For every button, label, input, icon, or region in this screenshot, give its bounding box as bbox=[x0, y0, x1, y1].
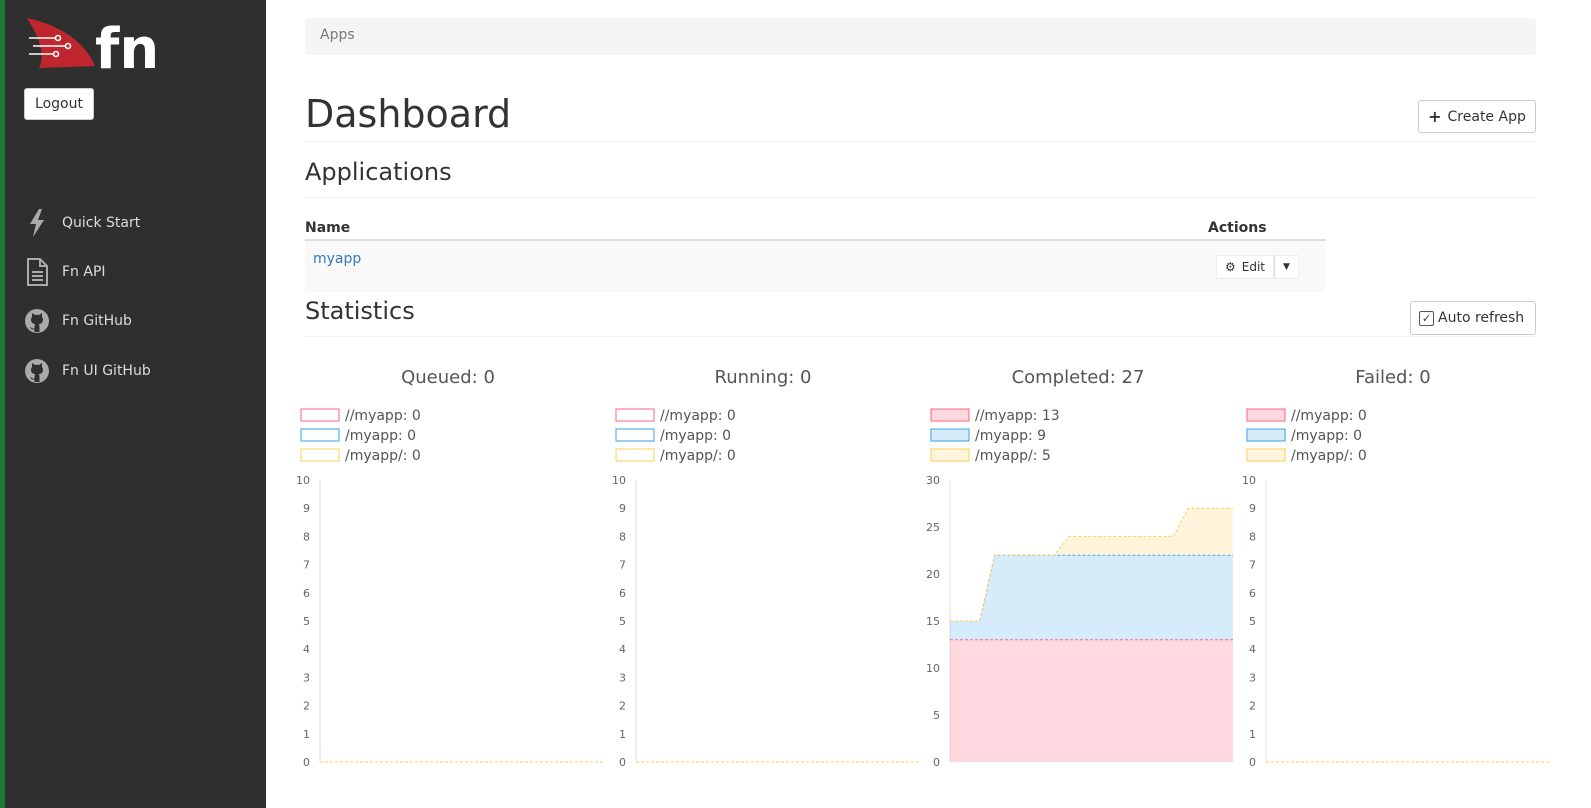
auto-refresh-checkbox[interactable]: ✓ bbox=[1419, 310, 1434, 326]
auto-refresh-label: Auto refresh bbox=[1438, 310, 1525, 326]
edit-label: Edit bbox=[1241, 259, 1266, 274]
statistics-title: Statistics bbox=[305, 297, 415, 325]
create-app-label: Create App bbox=[1447, 108, 1526, 125]
table-row: myapp ⚙ Edit ▼ bbox=[305, 240, 1326, 292]
breadcrumb-apps[interactable]: Apps bbox=[320, 27, 355, 43]
logout-button[interactable]: Logout bbox=[24, 88, 94, 120]
app-link-myapp[interactable]: myapp bbox=[313, 251, 362, 267]
column-header-name: Name bbox=[305, 216, 1208, 241]
breadcrumb: Apps bbox=[305, 18, 1536, 55]
nav-quick-start-label: Quick Start bbox=[62, 215, 141, 231]
create-app-button[interactable]: + Create App bbox=[1418, 100, 1536, 133]
nav-fn-api-label: Fn API bbox=[62, 264, 106, 280]
main-content: Apps Dashboard + Create App Applications… bbox=[305, 0, 1536, 808]
github-icon bbox=[24, 306, 50, 336]
nav-fn-github-label: Fn GitHub bbox=[62, 313, 132, 329]
page-title: Dashboard bbox=[305, 92, 512, 136]
actions-dropdown-toggle[interactable]: ▼ bbox=[1274, 254, 1299, 279]
app-name-cell: myapp bbox=[305, 240, 1208, 292]
applications-title: Applications bbox=[305, 158, 452, 186]
title-divider bbox=[305, 141, 1536, 142]
svg-text:fn: fn bbox=[95, 17, 159, 74]
nav-quick-start[interactable]: Quick Start bbox=[24, 207, 254, 239]
app-actions-cell: ⚙ Edit ▼ bbox=[1208, 240, 1326, 292]
nav-fn-ui-github-label: Fn UI GitHub bbox=[62, 363, 151, 379]
document-icon bbox=[24, 257, 50, 287]
applications-divider bbox=[305, 197, 1536, 198]
nav-fn-ui-github[interactable]: Fn UI GitHub bbox=[24, 355, 254, 387]
auto-refresh-toggle[interactable]: ✓ Auto refresh bbox=[1410, 301, 1536, 335]
github-icon bbox=[24, 356, 50, 386]
applications-table: Name Actions myapp ⚙ Edit ▼ bbox=[305, 216, 1326, 292]
fn-logo[interactable]: fn bbox=[25, 16, 160, 74]
edit-button[interactable]: ⚙ Edit bbox=[1216, 254, 1275, 279]
caret-down-icon: ▼ bbox=[1283, 261, 1290, 272]
column-header-actions: Actions bbox=[1208, 216, 1326, 241]
gear-icon: ⚙ bbox=[1225, 259, 1236, 274]
statistics-divider bbox=[305, 336, 1536, 337]
nav-fn-api[interactable]: Fn API bbox=[24, 256, 254, 288]
app-actions-group: ⚙ Edit ▼ bbox=[1216, 254, 1299, 279]
plus-icon: + bbox=[1428, 106, 1442, 126]
nav-fn-github[interactable]: Fn GitHub bbox=[24, 305, 254, 337]
sidebar: fn Logout Quick Start Fn API Fn GitHub bbox=[0, 0, 266, 808]
lightning-icon bbox=[24, 208, 50, 238]
